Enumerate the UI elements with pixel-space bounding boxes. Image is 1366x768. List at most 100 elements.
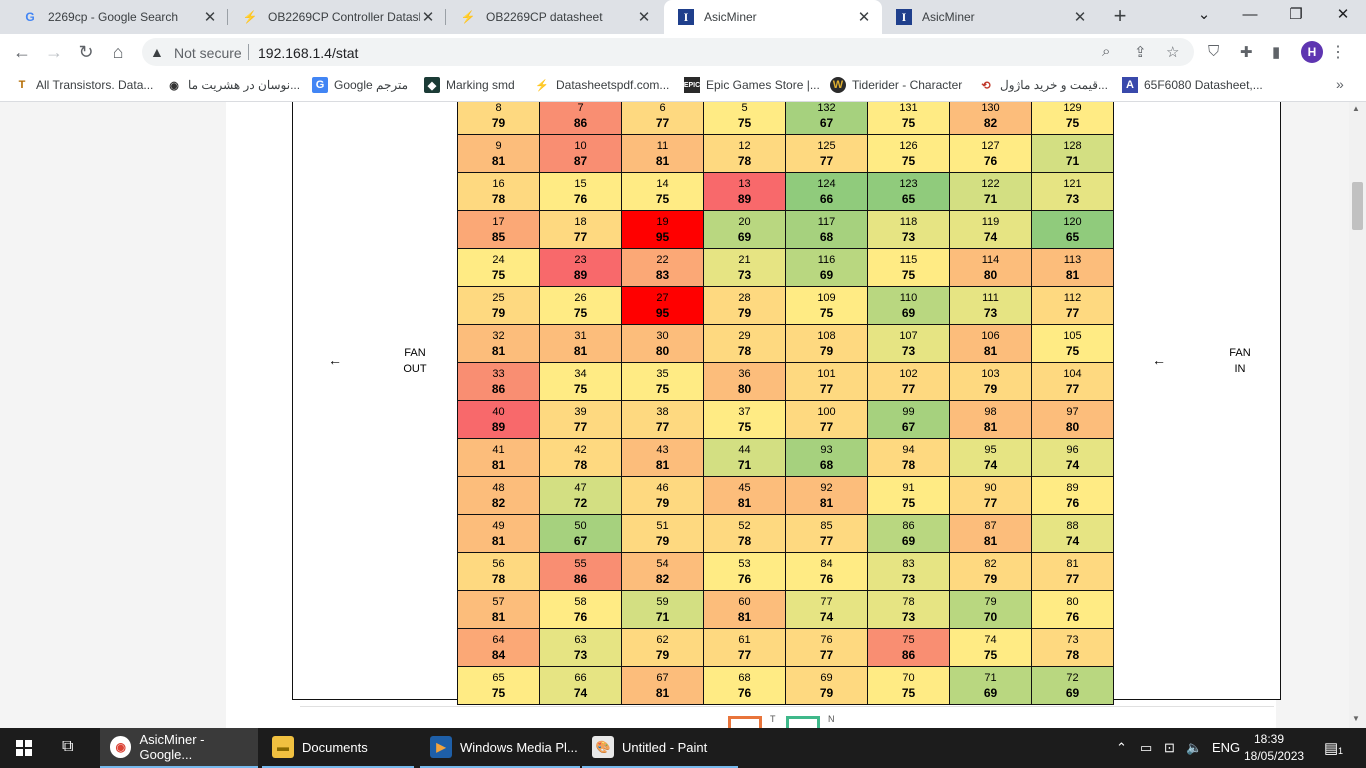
- bookmark-alldatasheet[interactable]: A 65F6080 Datasheet,...: [1122, 77, 1263, 93]
- chip-id: 25: [492, 291, 505, 304]
- windows-start-icon[interactable]: [16, 740, 32, 756]
- chip-temperature: 75: [1065, 343, 1080, 358]
- close-window-button[interactable]: ✕: [1336, 6, 1350, 23]
- warning-icon[interactable]: ▲: [150, 44, 164, 60]
- close-icon[interactable]: ✕: [1073, 9, 1087, 26]
- tab-asicminer[interactable]: I AsicMiner ✕: [882, 0, 1098, 34]
- chip-id: 70: [902, 671, 915, 684]
- language-indicator[interactable]: ENG: [1212, 740, 1241, 755]
- page-scrollbar[interactable]: [1349, 102, 1366, 728]
- bookmark-shop[interactable]: ⟲ قیمت و خرید ماژول...: [978, 77, 1108, 93]
- chip-temperature: 75: [737, 419, 752, 434]
- bookmarks-overflow-icon[interactable]: »: [1336, 76, 1344, 92]
- chip-temperature: 80: [1065, 419, 1080, 434]
- taskbar-paint[interactable]: 🎨 Untitled - Paint: [582, 728, 738, 768]
- bookmark-tiderider[interactable]: W Tiderider - Character: [830, 77, 962, 93]
- bookmark-all-transistors[interactable]: T All Transistors. Data...: [14, 77, 154, 93]
- notification-center-icon[interactable]: ▤: [1324, 740, 1339, 757]
- chip-cell: 53 76: [703, 552, 786, 591]
- reload-icon[interactable]: ↻: [78, 42, 94, 62]
- back-icon[interactable]: ←: [13, 42, 31, 62]
- chip-row: 9 81 10 87 11 81 12 78 125 77 126 75 127 76 128 71: [457, 134, 1114, 173]
- chip-id: 67: [656, 671, 669, 684]
- chip-id: 36: [738, 367, 751, 380]
- restore-button[interactable]: ❐: [1289, 6, 1303, 23]
- chip-temperature: 79: [655, 495, 670, 510]
- address-bar[interactable]: ▲ Not secure 192.168.1.4/stat ⌕ ⇪ ☆: [142, 38, 1194, 66]
- profile-avatar[interactable]: H: [1301, 41, 1323, 63]
- tray-overflow-icon[interactable]: ⌃: [1116, 740, 1127, 755]
- scroll-up-icon[interactable]: ▲: [1352, 104, 1360, 113]
- fan-out-label: FAN OUT: [403, 347, 427, 375]
- chip-temperature: 81: [1065, 267, 1080, 282]
- close-icon[interactable]: ✕: [421, 9, 435, 26]
- chip-cell: 41 81: [457, 438, 540, 477]
- tab-ob2269cp-datasheet[interactable]: ⚡ OB2269CP datasheet ✕: [446, 0, 662, 34]
- taskbar-documents[interactable]: ▬ Documents: [262, 728, 414, 768]
- bookmark-epic-games[interactable]: EPIC Epic Games Store |...: [683, 77, 820, 93]
- extension-shield-icon[interactable]: ⛉: [1208, 43, 1220, 60]
- close-icon[interactable]: ✕: [857, 9, 871, 26]
- battery-icon[interactable]: ▭: [1140, 740, 1153, 755]
- forward-icon[interactable]: →: [45, 42, 63, 62]
- chip-id: 86: [902, 519, 915, 532]
- scrollbar-thumb[interactable]: [1352, 182, 1363, 230]
- chip-cell: 100 77: [785, 400, 868, 439]
- chip-temperature: 75: [901, 685, 916, 700]
- tab-ob2269cp-controller[interactable]: ⚡ OB2269CP Controller Datash ✕: [228, 0, 446, 34]
- bookmark-marking-smd[interactable]: ◆ Marking smd: [424, 77, 515, 93]
- chip-cell: 125 77: [785, 134, 868, 173]
- home-icon[interactable]: ⌂: [112, 42, 124, 62]
- chip-temperature: 69: [901, 305, 916, 320]
- tab-search-button[interactable]: ⌄: [1197, 6, 1211, 23]
- chip-temperature: 81: [655, 685, 670, 700]
- network-icon[interactable]: ⊡: [1164, 740, 1175, 755]
- chip-cell: 67 81: [621, 666, 704, 705]
- chip-id: 14: [656, 177, 669, 190]
- clock[interactable]: 18:39 18/05/2023: [1244, 732, 1305, 763]
- chip-id: 116: [817, 253, 836, 266]
- chip-id: 6: [659, 102, 666, 114]
- chip-cell: 9 81: [457, 134, 540, 173]
- bookmark-noosan[interactable]: ◉ نوسان در هشریت ما...: [166, 77, 300, 93]
- chip-cell: 83 73: [867, 552, 950, 591]
- taskbar-chrome[interactable]: ◉ AsicMiner - Google...: [100, 728, 258, 768]
- new-tab-button[interactable]: +: [1113, 3, 1127, 28]
- scroll-down-icon[interactable]: ▼: [1352, 714, 1360, 723]
- chip-temperature: 81: [491, 609, 506, 624]
- chip-id: 93: [820, 443, 833, 456]
- chip-cell: 82 79: [949, 552, 1032, 591]
- chip-id: 5: [741, 102, 748, 114]
- bookmark-google-translate[interactable]: G Google مترجم: [312, 77, 408, 93]
- chip-temperature: 76: [1065, 495, 1080, 510]
- extensions-puzzle-icon[interactable]: ✚: [1240, 44, 1253, 61]
- bookmark-datasheetspdf[interactable]: ⚡ Datasheetspdf.com...: [535, 78, 670, 92]
- chip-cell: 15 76: [539, 172, 622, 211]
- zoom-search-icon[interactable]: ⌕: [1102, 43, 1111, 60]
- chip-cell: 45 81: [703, 476, 786, 515]
- more-menu-icon[interactable]: ⋮: [1330, 44, 1346, 61]
- tab-asicminer-active[interactable]: I AsicMiner ✕: [664, 0, 882, 34]
- not-secure-label[interactable]: Not secure: [174, 45, 242, 61]
- folder-icon: ▬: [272, 736, 294, 758]
- chip-temperature: 81: [983, 419, 998, 434]
- chip-temperature: 75: [1065, 115, 1080, 130]
- chip-temperature: 95: [655, 229, 670, 244]
- tab-google-search[interactable]: G 2269cp - Google Search ✕: [8, 0, 228, 34]
- taskbar-media-player[interactable]: ▶ Windows Media Pl...: [420, 728, 580, 768]
- chip-id: 61: [738, 633, 751, 646]
- chip-cell: 74 75: [949, 628, 1032, 667]
- chip-temperature: 73: [901, 343, 916, 358]
- close-icon[interactable]: ✕: [637, 9, 651, 26]
- minimize-button[interactable]: —: [1242, 6, 1258, 23]
- url-text[interactable]: 192.168.1.4/stat: [258, 45, 359, 61]
- share-icon[interactable]: ⇪: [1134, 44, 1147, 61]
- task-view-icon[interactable]: ⧉: [62, 738, 74, 755]
- bookmark-star-icon[interactable]: ☆: [1166, 44, 1180, 61]
- chip-cell: 46 79: [621, 476, 704, 515]
- side-panel-icon[interactable]: ▮: [1272, 44, 1281, 61]
- chip-id: 101: [817, 367, 836, 380]
- close-icon[interactable]: ✕: [203, 9, 217, 26]
- volume-icon[interactable]: 🔈: [1186, 740, 1203, 755]
- chip-id: 103: [981, 367, 1000, 380]
